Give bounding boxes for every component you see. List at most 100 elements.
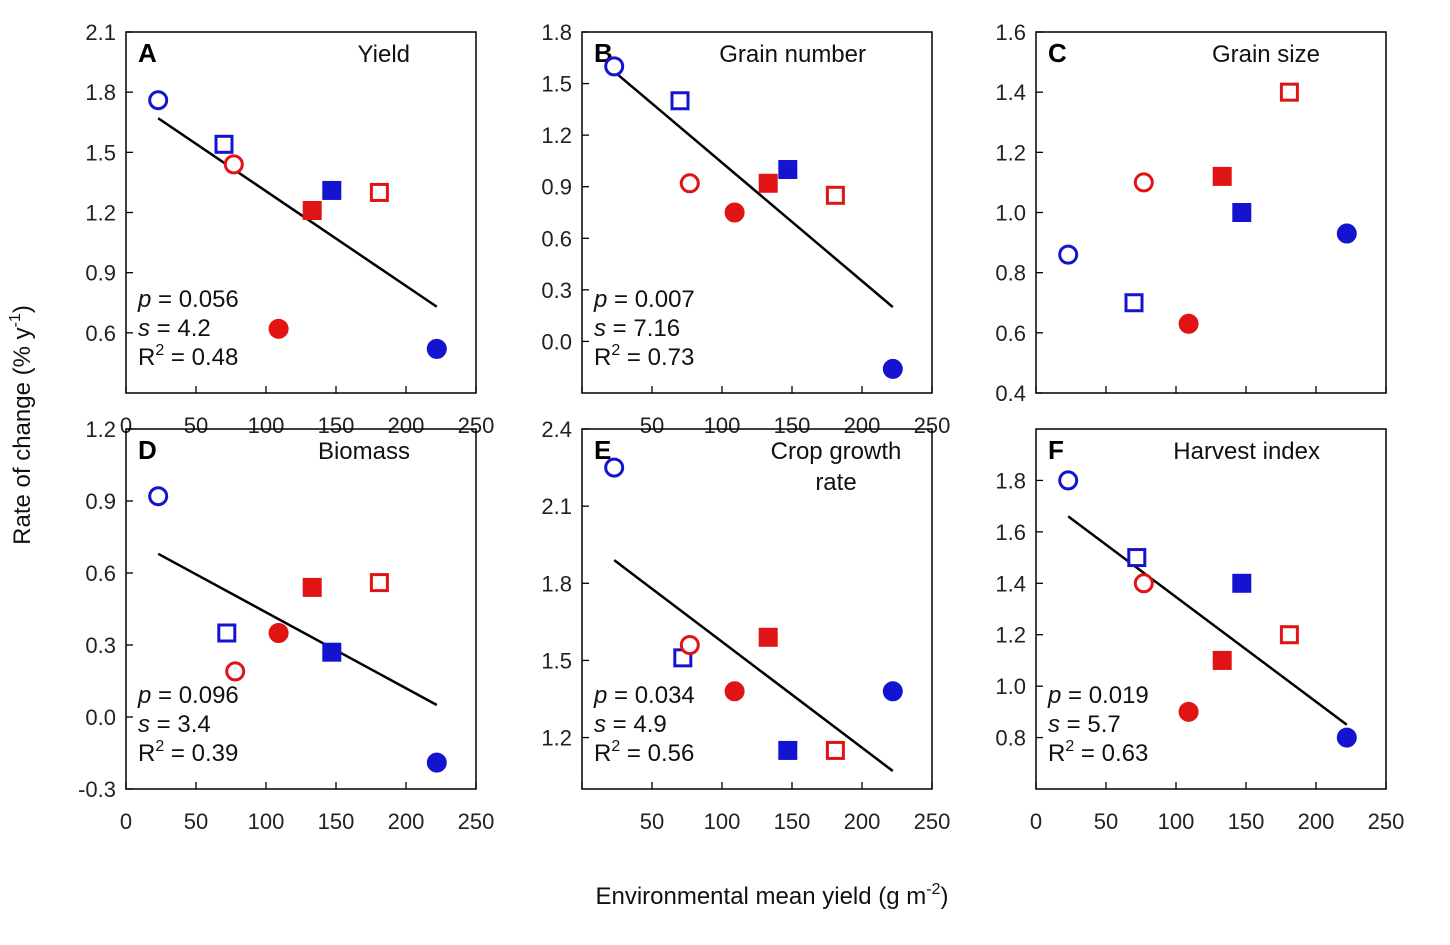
y-tick-label: 0.8 — [995, 261, 1026, 286]
filled-blue-square-point — [778, 740, 798, 760]
y-tick-label: 1.2 — [995, 623, 1026, 648]
y-tick-label: 0.9 — [541, 175, 572, 200]
x-tick-label: 50 — [184, 413, 208, 438]
x-tick-label: 100 — [1158, 809, 1195, 834]
filled-blue-circle-point — [882, 681, 903, 702]
y-tick-label: 0.8 — [995, 726, 1026, 751]
filled-red-square-point — [302, 577, 322, 597]
filled-red-square-point — [758, 627, 778, 647]
open-blue-circle-point — [604, 56, 625, 77]
regression-line — [1067, 515, 1348, 726]
plot-frame — [1035, 31, 1387, 394]
panel-title: rate — [815, 469, 856, 496]
plot-frame — [581, 428, 933, 790]
regression-line — [613, 70, 894, 309]
plot-frame — [125, 428, 477, 790]
y-tick-label: 1.4 — [995, 80, 1026, 105]
x-tick-label: 100 — [248, 809, 285, 834]
panel-title: Harvest index — [1173, 438, 1320, 465]
stat-p-value: p = 0.007 — [593, 286, 695, 313]
y-axis-title: Rate of change (% y-1) — [7, 305, 36, 545]
open-red-circle-point — [679, 173, 700, 194]
x-tick-label: 200 — [388, 413, 425, 438]
open-red-circle-point — [679, 635, 700, 655]
filled-red-square-point — [1212, 166, 1232, 186]
x-tick-label: 0 — [120, 809, 132, 834]
open-red-square-point — [825, 740, 845, 760]
panel-letter: C — [1048, 38, 1067, 68]
y-tick-label: 0.6 — [85, 561, 116, 586]
panel-title: Grain number — [719, 41, 866, 68]
filled-blue-circle-point — [426, 752, 447, 773]
filled-red-square-point — [758, 173, 778, 193]
panel-c: 0.4 0.6 0.8 1.0 1.2 1.4 1.6 C Grain size — [995, 20, 1387, 406]
x-tick-label: 150 — [318, 413, 355, 438]
y-tick-label: 1.0 — [995, 201, 1026, 226]
panels-group: 0.6 0.9 1.2 1.5 1.8 2.1 0 50 100 150 200 250 A Yield p… — [78, 20, 1404, 834]
stat-slope: s = 4.2 — [138, 315, 211, 342]
open-red-circle-point — [225, 661, 246, 682]
stat-slope: s = 4.9 — [594, 711, 667, 738]
x-axis-title: Environmental mean yield (g m-2) — [595, 881, 948, 910]
stat-slope: s = 7.16 — [594, 315, 680, 342]
open-blue-square-point — [217, 623, 237, 643]
x-tick-label: 100 — [704, 809, 741, 834]
panel-title: Yield — [358, 41, 410, 68]
y-tick-label: 1.8 — [85, 80, 116, 105]
y-tick-label: 1.5 — [85, 140, 116, 165]
open-blue-circle-point — [148, 90, 169, 111]
stat-r-squared: R2 = 0.48 — [138, 342, 238, 371]
y-tick-label: 0.4 — [995, 381, 1026, 406]
plot-frame — [1035, 428, 1387, 790]
filled-red-square-point — [302, 200, 322, 220]
panel-f: 0.8 1.0 1.2 1.4 1.6 1.8 0 50 100 150 200 250 F Harves… — [995, 428, 1404, 834]
x-tick-label: 150 — [318, 809, 355, 834]
x-tick-label: 250 — [458, 809, 495, 834]
y-tick-label: 1.8 — [541, 571, 572, 596]
stat-r-squared: R2 = 0.63 — [1048, 738, 1148, 767]
y-tick-label: 2.1 — [85, 20, 116, 45]
x-tick-label: 0 — [1030, 809, 1042, 834]
x-tick-label: 50 — [640, 413, 664, 438]
y-tick-label: 0.0 — [85, 705, 116, 730]
stat-slope: s = 3.4 — [138, 711, 211, 738]
filled-red-circle-point — [268, 623, 289, 643]
stat-r-squared: R2 = 0.56 — [594, 738, 694, 767]
x-tick-label: 100 — [704, 413, 741, 438]
y-tick-label: 0.3 — [541, 278, 572, 303]
panel-d: -0.3 0.0 0.3 0.6 0.9 1.2 0 50 100 150 200 250 D Bioma… — [78, 417, 494, 834]
y-tick-label: 1.6 — [995, 520, 1026, 545]
open-blue-square-point — [1124, 293, 1144, 313]
panel-title: Biomass — [318, 438, 410, 465]
stat-p-value: p = 0.096 — [137, 682, 239, 709]
y-tick-label: 0.6 — [995, 321, 1026, 346]
y-tick-label: 1.2 — [85, 417, 116, 442]
filled-red-circle-point — [724, 681, 745, 702]
y-tick-label: 0.9 — [85, 261, 116, 286]
y-tick-label: 1.5 — [541, 648, 572, 673]
x-tick-label: 50 — [1094, 809, 1118, 834]
filled-red-circle-point — [1178, 313, 1199, 334]
open-blue-circle-point — [604, 457, 625, 478]
stat-p-value: p = 0.056 — [137, 286, 239, 313]
y-tick-label: 1.8 — [541, 20, 572, 45]
y-tick-label: 0.6 — [85, 321, 116, 346]
x-tick-label: 150 — [774, 809, 811, 834]
open-blue-square-point — [670, 91, 690, 111]
panel-title: Grain size — [1212, 41, 1320, 68]
x-tick-label: 100 — [248, 413, 285, 438]
y-tick-label: 1.2 — [995, 140, 1026, 165]
y-tick-label: 1.2 — [541, 123, 572, 148]
filled-blue-square-point — [322, 180, 342, 200]
y-tick-label: 1.2 — [541, 726, 572, 751]
y-tick-label: 0.6 — [541, 226, 572, 251]
x-tick-label: 250 — [914, 809, 951, 834]
filled-red-circle-point — [1178, 701, 1199, 722]
panel-e: 1.2 1.5 1.8 2.1 2.4 50 100 150 200 250 E Crop growt… — [541, 417, 950, 834]
y-tick-label: 2.4 — [541, 417, 572, 442]
open-blue-square-point — [214, 134, 234, 154]
filled-blue-circle-point — [1336, 727, 1357, 748]
x-tick-label: 50 — [640, 809, 664, 834]
